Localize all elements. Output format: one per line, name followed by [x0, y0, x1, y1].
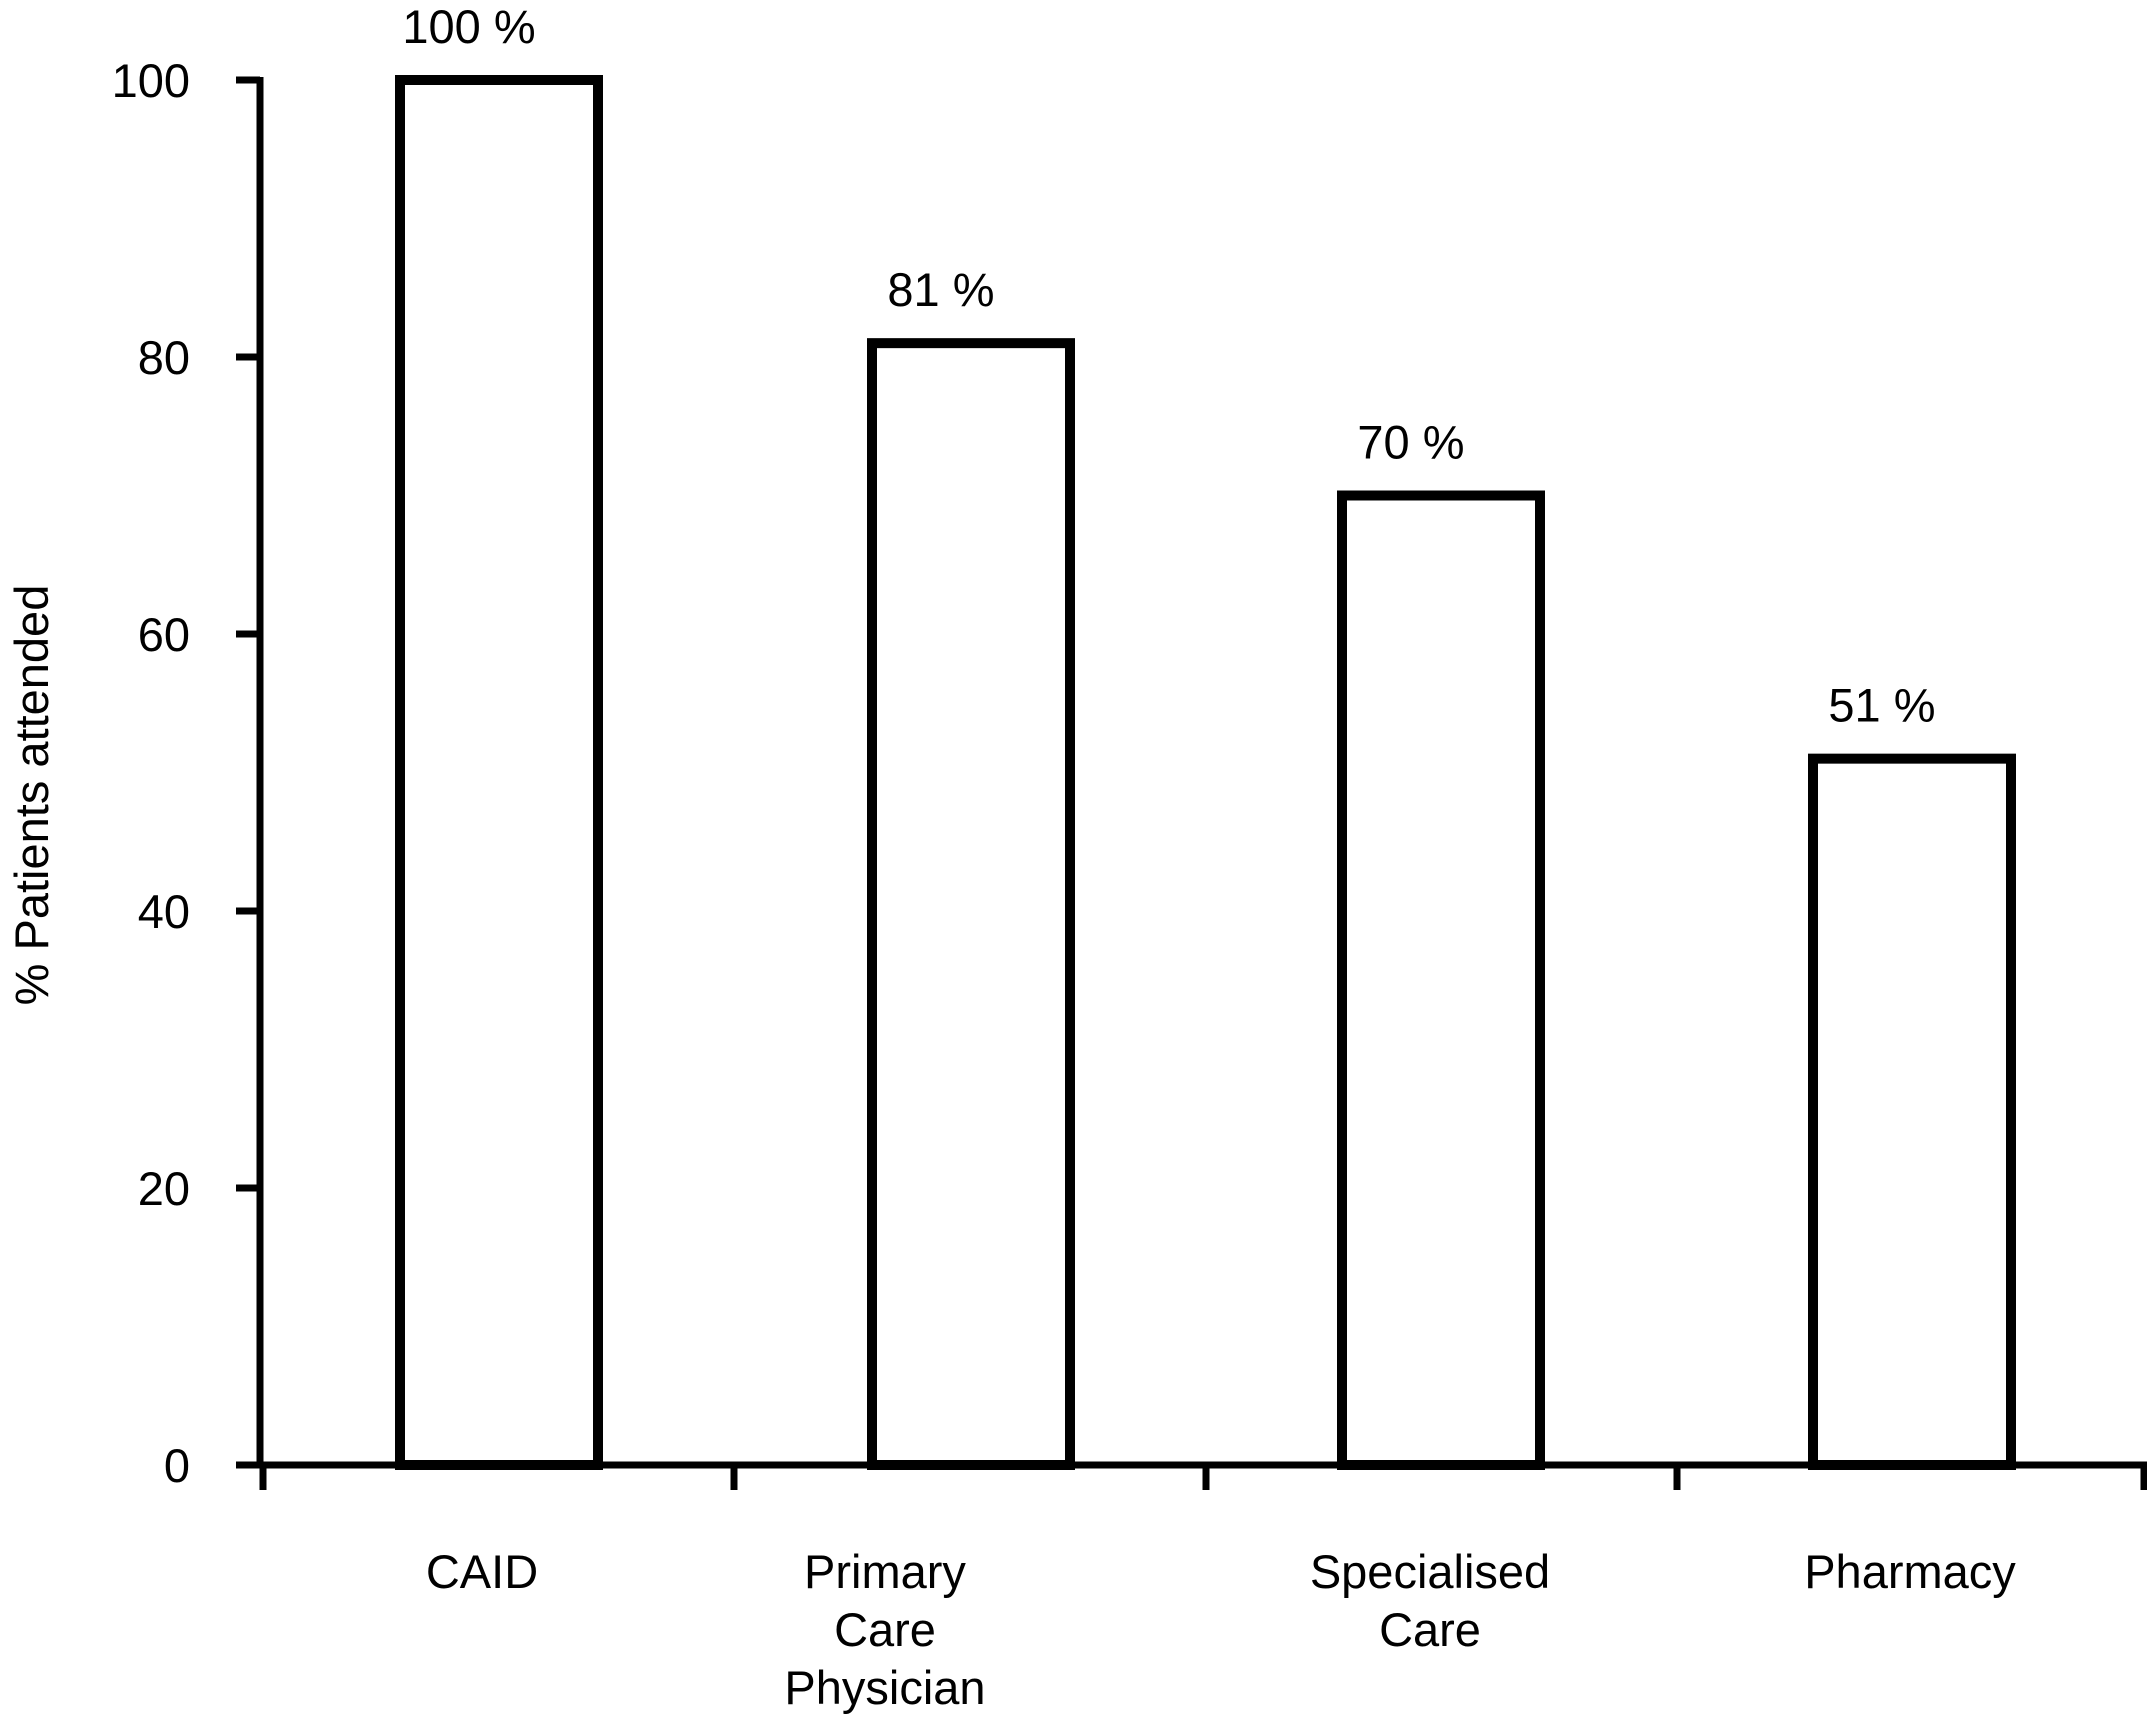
y-tick-label-20: 20 [138, 1162, 190, 1215]
x-category-label-line: Physician [784, 1661, 985, 1714]
bar-caid [395, 75, 603, 1470]
bar-value-label-caid: 100 % [402, 0, 535, 53]
labels-layer: 100 % 81 % 70 % 51 % 0 20 40 60 80 100 CAID Primary… [5, 0, 2016, 1714]
bar-value-label-specialised-care: 70 % [1357, 416, 1464, 469]
x-category-label-line: Primary [804, 1545, 966, 1598]
x-category-label-line: CAID [426, 1545, 538, 1598]
bar-value-label-pharmacy: 51 % [1828, 679, 1935, 732]
axes-layer [236, 76, 2147, 1490]
x-category-label-primary-care-physician: Primary Care Physician [784, 1545, 985, 1714]
x-category-label-specialised-care: Specialised Care [1310, 1545, 1550, 1656]
y-tick-label-0: 0 [164, 1439, 190, 1492]
x-category-label-line: Care [834, 1603, 936, 1656]
bar-value-label-primary-care-physician: 81 % [887, 263, 994, 316]
x-category-label-line: Pharmacy [1804, 1545, 2016, 1598]
x-category-label-caid: CAID [426, 1545, 538, 1598]
bar-primary-care-physician [867, 338, 1075, 1470]
bars-layer [395, 75, 2016, 1470]
bar-pharmacy [1808, 753, 2016, 1470]
y-axis-title: % Patients attended [5, 585, 58, 1006]
y-tick-label-60: 60 [138, 608, 190, 661]
y-tick-label-80: 80 [138, 331, 190, 384]
x-category-label-pharmacy: Pharmacy [1804, 1545, 2016, 1598]
x-category-label-line: Care [1379, 1603, 1481, 1656]
bar-specialised-care [1337, 490, 1545, 1470]
y-tick-label-40: 40 [138, 885, 190, 938]
x-category-label-line: Specialised [1310, 1545, 1550, 1598]
y-tick-label-100: 100 [112, 54, 190, 107]
